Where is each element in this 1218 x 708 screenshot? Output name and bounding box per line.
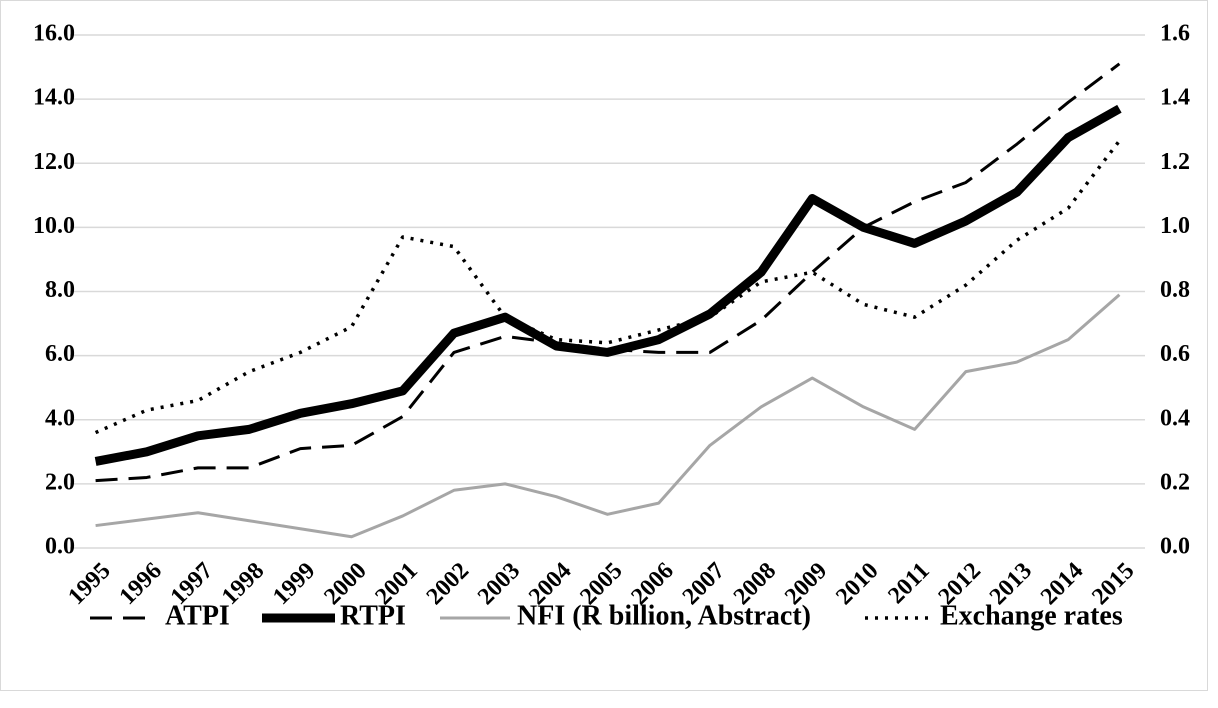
y-tick-label: 12.0 [33,149,75,175]
y2-tick-label: 1.4 [1160,85,1190,111]
series-line [95,293,1121,539]
y2-tick-label: 1.2 [1160,149,1190,175]
y2-tick-label: 1.6 [1160,21,1190,47]
legend-label: ATPI [165,600,230,631]
y2-tick-label: 0.2 [1160,469,1190,495]
legend-label: Exchange rates [940,600,1123,631]
y2-tick-label: 1.0 [1160,213,1190,239]
y-tick-label: 10.0 [33,213,75,239]
y-tick-label: 2.0 [45,469,75,495]
y2-tick-label: 0.6 [1160,341,1190,367]
legend-label: NFI (R billion, Abstract) [517,600,811,631]
y2-tick-label: 0.8 [1160,277,1190,303]
y-tick-label: 16.0 [33,21,75,47]
y-tick-label: 6.0 [45,341,75,367]
legend-label: RTPI [340,600,406,631]
series-line [94,139,1121,435]
series-line [95,62,1121,483]
y-tick-label: 0.0 [45,534,75,560]
y-tick-label: 8.0 [45,277,75,303]
y-tick-label: 4.0 [45,405,75,431]
chart-border [0,0,1208,691]
y-tick-label: 14.0 [33,85,75,111]
series-line [94,104,1122,466]
y2-tick-label: 0.4 [1160,405,1190,431]
y2-tick-label: 0.0 [1160,534,1190,560]
